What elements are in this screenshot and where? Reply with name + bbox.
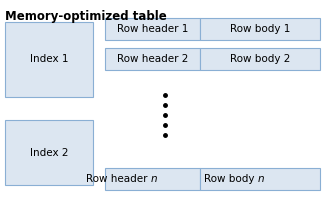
FancyBboxPatch shape [5, 120, 93, 185]
Text: Index 2: Index 2 [30, 148, 68, 158]
Text: n: n [150, 174, 157, 184]
Text: Row header 1: Row header 1 [117, 24, 188, 34]
FancyBboxPatch shape [200, 18, 320, 40]
FancyBboxPatch shape [105, 18, 200, 40]
Text: Row header 2: Row header 2 [117, 54, 188, 64]
FancyBboxPatch shape [5, 22, 93, 97]
Text: Row body: Row body [204, 174, 258, 184]
Text: Row header: Row header [86, 174, 150, 184]
Text: Index 1: Index 1 [30, 54, 68, 64]
Text: n: n [258, 174, 265, 184]
Text: Row body 1: Row body 1 [230, 24, 290, 34]
FancyBboxPatch shape [200, 168, 320, 190]
Text: Row body 2: Row body 2 [230, 54, 290, 64]
FancyBboxPatch shape [105, 48, 200, 70]
FancyBboxPatch shape [105, 168, 200, 190]
FancyBboxPatch shape [200, 48, 320, 70]
Text: Memory-optimized table: Memory-optimized table [5, 10, 167, 23]
